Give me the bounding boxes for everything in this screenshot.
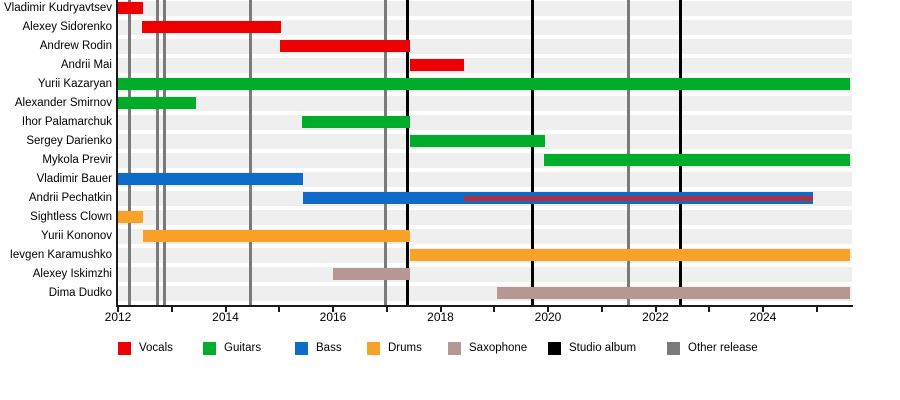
studio-album-line	[531, 0, 535, 305]
axis-tick-2018	[439, 307, 442, 312]
legend-swatch-vocals	[118, 342, 131, 355]
member-bar-overlay-andrii-pechatkin-vocals	[464, 195, 813, 201]
axis-tick-label-2014: 2014	[212, 310, 239, 324]
other-release-line	[383, 0, 387, 305]
member-label-andrii-pechatkin: Andrii Pechatkin	[28, 191, 112, 204]
axis-tick-2021	[600, 307, 603, 312]
member-bar-vladimir-bauer-bass	[118, 173, 303, 185]
other-release-line	[156, 0, 160, 305]
member-label-andrii-mai: Andrii Mai	[60, 58, 112, 71]
other-release-line	[626, 0, 630, 305]
row-band	[116, 19, 852, 35]
member-label-sightless-clown: Sightless Clown	[30, 210, 112, 223]
row-band	[116, 114, 852, 130]
legend-swatch-guitars	[203, 342, 216, 355]
member-label-alexey-sidorenko: Alexey Sidorenko	[22, 20, 113, 33]
member-bar-andrii-mai-vocals	[409, 59, 465, 71]
legend-swatch-drums	[367, 342, 380, 355]
legend-label-vocals: Vocals	[139, 342, 173, 354]
axis-tick-label-2018: 2018	[427, 310, 454, 324]
axis-tick-2025	[815, 307, 818, 312]
studio-album-line	[405, 0, 409, 305]
member-label-dima-dudko: Dima Dudko	[48, 286, 112, 299]
member-bar-alexey-sidorenko-vocals	[142, 21, 281, 33]
member-label-yurii-kononov: Yurii Kononov	[41, 229, 112, 242]
member-label-vladimir-kudryavtsev: Vladimir Kudryavtsev	[3, 1, 112, 14]
row-band	[116, 95, 852, 111]
member-bar-sightless-clown-drums	[118, 211, 144, 223]
axis-tick-label-2016: 2016	[319, 310, 347, 324]
axis-tick-2019	[493, 307, 496, 312]
axis-tick-2014	[224, 307, 227, 312]
member-bar-alexander-smirnov-guitars	[118, 97, 196, 109]
member-bar-andrew-rodin-vocals	[279, 40, 410, 52]
other-release-line	[163, 0, 167, 305]
legend-label-saxophone: Saxophone	[469, 342, 528, 354]
member-label-alexander-smirnov: Alexander Smirnov	[14, 96, 112, 109]
axis-tick-2013	[170, 307, 173, 312]
member-label-andrew-rodin: Andrew Rodin	[39, 39, 112, 52]
axis-tick-label-2012: 2012	[104, 310, 132, 324]
axis-tick-2023	[708, 307, 711, 312]
member-label-yurii-kazaryan: Yurii Kazaryan	[37, 77, 112, 90]
row-band	[116, 266, 852, 282]
axis-tick-2024	[762, 307, 764, 312]
legend-swatch-saxophone	[448, 342, 461, 355]
member-bar-yurii-kazaryan-guitars	[118, 78, 851, 90]
other-release-line	[248, 0, 252, 305]
member-bar-dima-dudko-saxophone	[496, 287, 851, 299]
member-label-vladimir-bauer: Vladimir Bauer	[36, 172, 112, 185]
other-release-line	[128, 0, 132, 305]
legend-label-studio_album: Studio album	[569, 342, 637, 354]
studio-album-line	[679, 0, 683, 305]
legend-label-guitars: Guitars	[224, 342, 262, 354]
axis-tick-2016	[332, 307, 334, 312]
row-band	[116, 38, 852, 54]
member-bar-vladimir-kudryavtsev-vocals	[118, 2, 144, 14]
member-label-mykola-previr: Mykola Previr	[42, 153, 112, 166]
row-band	[116, 209, 852, 225]
legend-label-drums: Drums	[388, 342, 422, 354]
member-bar-ievgen-karamushko-drums	[409, 249, 851, 261]
member-label-sergey-darienko: Sergey Darienko	[26, 134, 112, 147]
member-bar-sergey-darienko-guitars	[409, 135, 545, 147]
legend-label-bass: Bass	[316, 342, 342, 354]
legend-label-other_release: Other release	[688, 342, 758, 354]
axis-tick-2020	[547, 307, 549, 312]
legend-swatch-other_release	[667, 342, 680, 355]
member-bar-ihor-palamarchuk-guitars	[301, 116, 410, 128]
axis-tick-2012	[117, 307, 119, 312]
axis-tick-2017	[385, 307, 388, 312]
axis-tick-label-2020: 2020	[534, 310, 562, 324]
row-band	[116, 57, 852, 73]
axis-tick-label-2022: 2022	[642, 310, 669, 324]
row-band	[116, 0, 852, 16]
member-bar-yurii-kononov-drums	[143, 230, 410, 242]
x-axis-line	[116, 305, 853, 307]
legend-swatch-studio_album	[548, 342, 561, 355]
member-label-alexey-iskimzhi: Alexey Iskimzhi	[32, 267, 112, 280]
legend-swatch-bass	[295, 342, 308, 355]
axis-tick-2015	[278, 307, 281, 312]
member-label-ihor-palamarchuk: Ihor Palamarchuk	[21, 115, 112, 128]
member-bar-alexey-iskimzhi-saxophone	[333, 268, 410, 280]
y-axis-line	[116, 0, 118, 307]
member-label-ievgen-karamushko: Ievgen Karamushko	[9, 248, 112, 261]
axis-tick-2022	[654, 307, 657, 312]
axis-tick-label-2024: 2024	[749, 310, 777, 324]
member-bar-mykola-previr-guitars	[544, 154, 851, 166]
